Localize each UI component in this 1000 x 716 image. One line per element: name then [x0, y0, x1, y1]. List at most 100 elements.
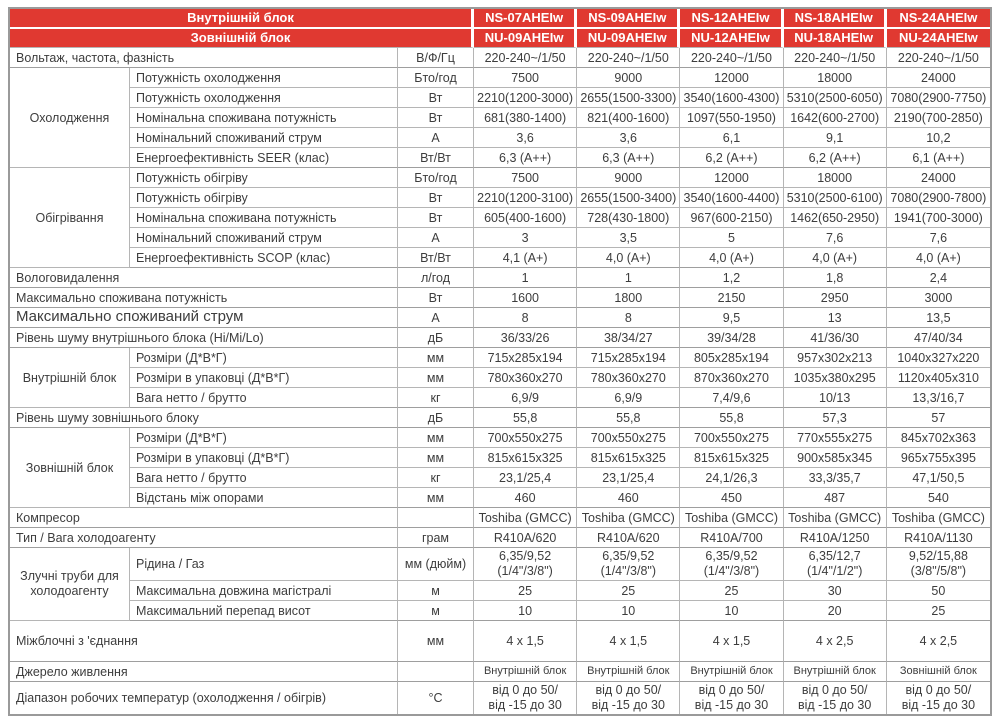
row-label: Потужність охолодження [130, 68, 398, 88]
spec-table-header: Внутрішній блок NS-07AHEIw NS-09AHEIw NS… [10, 9, 990, 48]
value-cell: 9000 [577, 68, 681, 88]
row-label: Компресор [10, 508, 398, 528]
row-label: Енергоефективність SCOP (клас) [130, 248, 398, 268]
row-unit: мм [398, 621, 475, 662]
value-cell: 13 [783, 308, 887, 328]
value-cell: 10 [680, 601, 784, 621]
row-label: Енергоефективність SEER (клас) [130, 148, 398, 168]
table-row: Відстань між опорами мм 460 460 450 487 540 [10, 488, 990, 508]
value-cell: 805x285x194 [680, 348, 784, 368]
value-cell: від 0 до 50/ від -15 до 30 [784, 682, 887, 714]
table-row: Внутрішній блок Розміри (Д*В*Г) мм 715x285x… [10, 348, 990, 408]
outdoor-header-row: Зовнішній блок NU-09AHEIw NU-09AHEIw NU-… [10, 29, 990, 48]
value-cell: від 0 до 50/ від -15 до 30 [577, 682, 681, 714]
value-cell: 6,3 (A++) [577, 148, 681, 168]
value-cell: 6,35/9,52 (1/4"/3/8") [577, 548, 681, 581]
value-cell: 8 [577, 308, 681, 328]
row-label: Розміри в упаковці (Д*В*Г) [130, 448, 398, 468]
value-cell: R410A/1130 [886, 528, 990, 548]
table-row: Охолодження Потужність охолодження Бто/год… [10, 68, 990, 168]
value-cell: 3540(1600-4400) [680, 188, 784, 208]
value-cell: 7080(2900-7800) [886, 188, 990, 208]
value-cell: Toshiba (GMCC) [680, 508, 784, 528]
row-unit: мм [398, 448, 475, 468]
outdoor-model-header: NU-09AHEIw [474, 29, 578, 48]
value-cell: 41/36/30 [783, 328, 887, 348]
value-cell: 220-240~/1/50 [474, 48, 578, 68]
value-cell: 6,1 [680, 128, 784, 148]
value-cell: 4,0 (A+) [680, 248, 784, 268]
value-cell: 780x360x270 [577, 368, 681, 388]
row-unit: дБ [398, 408, 475, 428]
value-cell: 36/33/26 [474, 328, 578, 348]
value-cell: 815x615x325 [577, 448, 681, 468]
table-row: Максимальна довжина магістралі м 25 25 25 30 5… [10, 581, 990, 601]
value-cell: 957x302x213 [783, 348, 887, 368]
table-row: Рівень шуму внутрішнього блока (Hi/Mi/Lo… [10, 328, 990, 348]
row-unit: мм [398, 368, 475, 388]
value-cell: 10/13 [783, 388, 887, 408]
value-cell: 1600 [474, 288, 578, 308]
row-group-label: Внутрішній блок [10, 348, 130, 408]
value-cell: 3 [474, 228, 578, 248]
value-cell: 25 [886, 601, 990, 621]
value-cell: 220-240~/1/50 [783, 48, 887, 68]
value-cell: 3,5 [577, 228, 681, 248]
value-cell: 4 x 1,5 [577, 621, 681, 662]
outdoor-unit-header: Зовнішній блок [10, 29, 475, 48]
indoor-model-header: NS-18AHEIw [783, 9, 887, 29]
row-label: Потужність обігріву [130, 168, 398, 188]
value-cell: 870x360x270 [680, 368, 784, 388]
value-cell: 1800 [577, 288, 681, 308]
value-cell: 220-240~/1/50 [577, 48, 681, 68]
spec-table-container: Внутрішній блок NS-07AHEIw NS-09AHEIw NS… [8, 7, 992, 716]
value-cell: Toshiba (GMCC) [886, 508, 990, 528]
row-unit: мм (дюйм) [398, 548, 475, 581]
value-cell: 2950 [783, 288, 887, 308]
table-row: Вологовидалення л/год 1 1 1,2 1,8 2,4 [10, 268, 990, 288]
value-cell: 9000 [577, 168, 681, 188]
row-label: Максимальний перепад висот [130, 601, 398, 621]
row-label: Номінальний споживаний струм [130, 228, 398, 248]
value-cell: 13,3/16,7 [886, 388, 990, 408]
value-cell: 815x615x325 [680, 448, 784, 468]
row-label: Номінальний споживаний струм [130, 128, 398, 148]
value-cell: Зовнішній блок [886, 662, 990, 682]
value-cell: 6,3 (A++) [474, 148, 578, 168]
value-cell: 1 [474, 268, 578, 288]
table-row: Максимальний перепад висот м 10 10 10 20 25 [10, 601, 990, 621]
row-label: Джерело живлення [10, 662, 398, 682]
row-group-label: Злучні труби для холодоагенту [10, 548, 130, 621]
value-cell: 6,2 (A++) [783, 148, 887, 168]
value-cell: 6,2 (A++) [680, 148, 784, 168]
value-cell: від 0 до 50/ від -15 до 30 [680, 682, 784, 714]
value-cell: 1462(650-2950) [783, 208, 887, 228]
value-cell: 7500 [474, 68, 578, 88]
row-label: Максимально споживаний струм [10, 308, 398, 328]
value-cell: 770x555x275 [783, 428, 887, 448]
value-cell: 47,1/50,5 [886, 468, 990, 488]
value-cell: 6,35/9,52 (1/4"/3/8") [680, 548, 784, 581]
row-unit: кг [398, 388, 475, 408]
table-row: Діапазон робочих температур (охолодження… [10, 682, 990, 714]
table-row: Міжблочні з 'єднання мм 4 x 1,5 4 x 1,5 4 x … [10, 621, 990, 662]
row-label: Рідина / Газ [130, 548, 398, 581]
value-cell: 18000 [783, 68, 887, 88]
row-unit: °С [398, 682, 475, 714]
row-unit: м [398, 601, 475, 621]
value-cell: Внутрішній блок [680, 662, 784, 682]
table-row: Розміри в упаковці (Д*В*Г) мм 815x615x325 8… [10, 448, 990, 468]
row-label: Максимальна довжина магістралі [130, 581, 398, 601]
value-cell: 24000 [886, 168, 990, 188]
value-cell: 4 x 2,5 [886, 621, 990, 662]
value-cell: 815x615x325 [474, 448, 578, 468]
value-cell: 4 x 1,5 [474, 621, 578, 662]
outdoor-model-header: NU-24AHEIw [886, 29, 990, 48]
value-cell: 25 [680, 581, 784, 601]
table-row: Вага нетто / брутто кг 6,9/9 6,9/9 7,4/9,6 10… [10, 388, 990, 408]
value-cell: Toshiba (GMCC) [474, 508, 578, 528]
table-row: Номінальна споживана потужність Вт 605(400… [10, 208, 990, 228]
row-group-label: Обігрівання [10, 168, 130, 268]
value-cell: 50 [886, 581, 990, 601]
value-cell: 1 [577, 268, 681, 288]
